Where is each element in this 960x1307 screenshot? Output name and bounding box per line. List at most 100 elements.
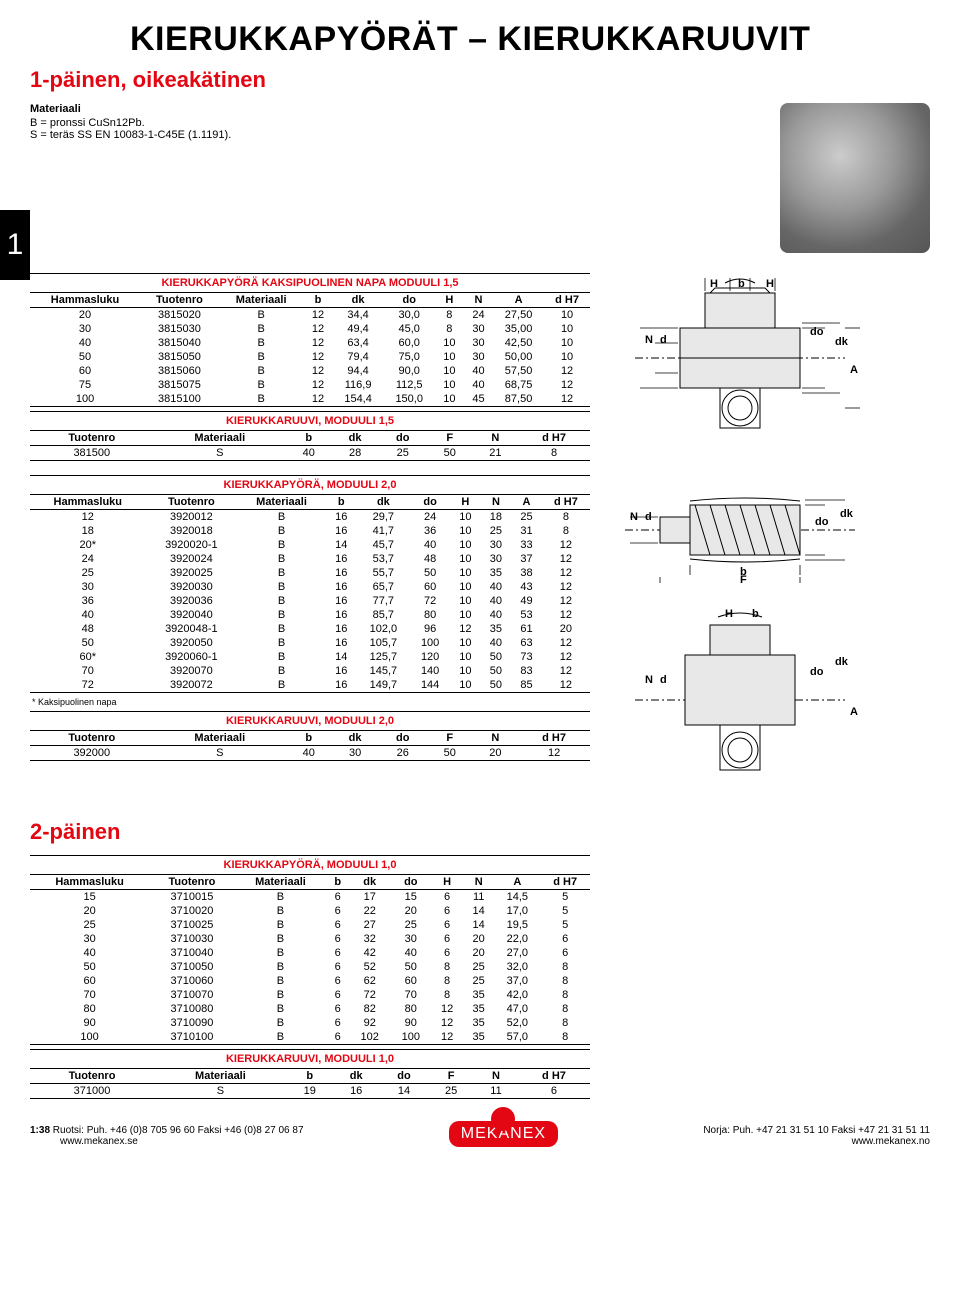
table-row: 723920072B16149,714410508512 [30, 678, 590, 693]
cell: 16 [326, 552, 357, 566]
cell: 50,00 [493, 350, 544, 364]
col-header: H [435, 293, 464, 308]
cell: 3920030 [146, 580, 238, 594]
cell: 20 [463, 946, 495, 960]
cell: B [237, 552, 326, 566]
cell: 75 [30, 378, 140, 392]
cell: 50 [481, 650, 512, 664]
cell: 85 [511, 678, 542, 693]
cell: 10 [450, 594, 481, 608]
cell: 50 [481, 664, 512, 678]
cell: 35 [481, 566, 512, 580]
cell: 10 [450, 510, 481, 525]
col-header: N [473, 431, 519, 446]
cell: 3920012 [146, 510, 238, 525]
cell: 6 [431, 904, 463, 918]
cell: 6 [326, 918, 349, 932]
table-row: 603710060B6626082537,08 [30, 974, 590, 988]
cell: 27 [349, 918, 390, 932]
col-header: Materiaali [154, 731, 286, 746]
cell: 12 [518, 746, 590, 761]
cell: 8 [518, 446, 590, 461]
col-header: d H7 [540, 875, 590, 890]
cell: 16 [326, 580, 357, 594]
cell: B [235, 1002, 327, 1016]
cell: 30 [464, 322, 493, 336]
cell: B [237, 538, 326, 552]
label-d: d [660, 334, 667, 346]
cell: 371000 [30, 1084, 154, 1099]
table-row: 403710040B6424062027,06 [30, 946, 590, 960]
cell: 24 [464, 308, 493, 323]
cell: 60 [30, 974, 149, 988]
cell: 6 [518, 1084, 590, 1099]
cell: 5 [540, 918, 590, 932]
table-row: 303710030B6323062022,06 [30, 932, 590, 946]
cell: 6 [326, 960, 349, 974]
cell: 10 [450, 566, 481, 580]
cell: 10 [450, 608, 481, 622]
cell: 57,50 [493, 364, 544, 378]
col-header: F [427, 731, 473, 746]
cell: 24 [30, 552, 146, 566]
cell: 6 [326, 988, 349, 1002]
cell: 12 [544, 378, 590, 392]
cell: 3710020 [149, 904, 234, 918]
cell: 50 [410, 566, 450, 580]
cell: 6 [326, 932, 349, 946]
page-footer: 1:38 Ruotsi: Puh. +46 (0)8 705 96 60 Fak… [0, 1113, 960, 1155]
col-header: Tuotenro [149, 875, 234, 890]
col-header: A [511, 495, 542, 510]
col-header: d H7 [518, 731, 590, 746]
cell: 25 [463, 960, 495, 974]
col-header: F [427, 431, 473, 446]
col-header: N [464, 293, 493, 308]
cell: 12 [303, 308, 332, 323]
cell: 24 [410, 510, 450, 525]
cell: 12 [542, 608, 590, 622]
col-header: b [286, 731, 332, 746]
cell: 12 [303, 322, 332, 336]
cell: 3815030 [140, 322, 219, 336]
cell: 16 [326, 566, 357, 580]
col-header: N [473, 731, 519, 746]
table-screw-1-5: KIERUKKARUUVI, MODUULI 1,5TuotenroMateri… [30, 411, 590, 461]
col-header: Materiaali [154, 431, 286, 446]
cell: 94,4 [333, 364, 384, 378]
cell: 8 [542, 524, 590, 538]
cell: 85,7 [357, 608, 411, 622]
cell: 14,5 [494, 890, 540, 905]
table-screw-1-0: KIERUKKARUUVI, MODUULI 1,0TuotenroMateri… [30, 1049, 590, 1099]
cell: 12 [303, 378, 332, 392]
cell: 27,50 [493, 308, 544, 323]
cell: 3710050 [149, 960, 234, 974]
cell: 62 [349, 974, 390, 988]
cell: 12 [542, 594, 590, 608]
col-header: dk [349, 875, 390, 890]
table-row: 243920024B1653,74810303712 [30, 552, 590, 566]
cell: 45,7 [357, 538, 411, 552]
cell: 3920060-1 [146, 650, 238, 664]
cell: 37 [511, 552, 542, 566]
cell: 12 [431, 1002, 463, 1016]
table-row: 703920070B16145,714010508312 [30, 664, 590, 678]
cell: 8 [435, 322, 464, 336]
cell: 35,00 [493, 322, 544, 336]
cell: 3710070 [149, 988, 234, 1002]
caption: KIERUKKARUUVI, MODUULI 1,0 [30, 1049, 590, 1068]
cell: 15 [390, 890, 431, 905]
cell: 100 [30, 1030, 149, 1045]
label-do2: do [815, 516, 829, 528]
cell: 30 [481, 538, 512, 552]
cell: 22,0 [494, 932, 540, 946]
cell: 8 [540, 1030, 590, 1045]
cell: 3920050 [146, 636, 238, 650]
cell: 14 [463, 918, 495, 932]
cell: 30,0 [384, 308, 435, 323]
worm-diagram: N d do dk b F [610, 475, 870, 585]
label-dk3: dk [835, 656, 849, 668]
cell: 40 [464, 364, 493, 378]
cell: 10 [450, 650, 481, 664]
cell: 10 [544, 350, 590, 364]
cell: 10 [435, 378, 464, 392]
